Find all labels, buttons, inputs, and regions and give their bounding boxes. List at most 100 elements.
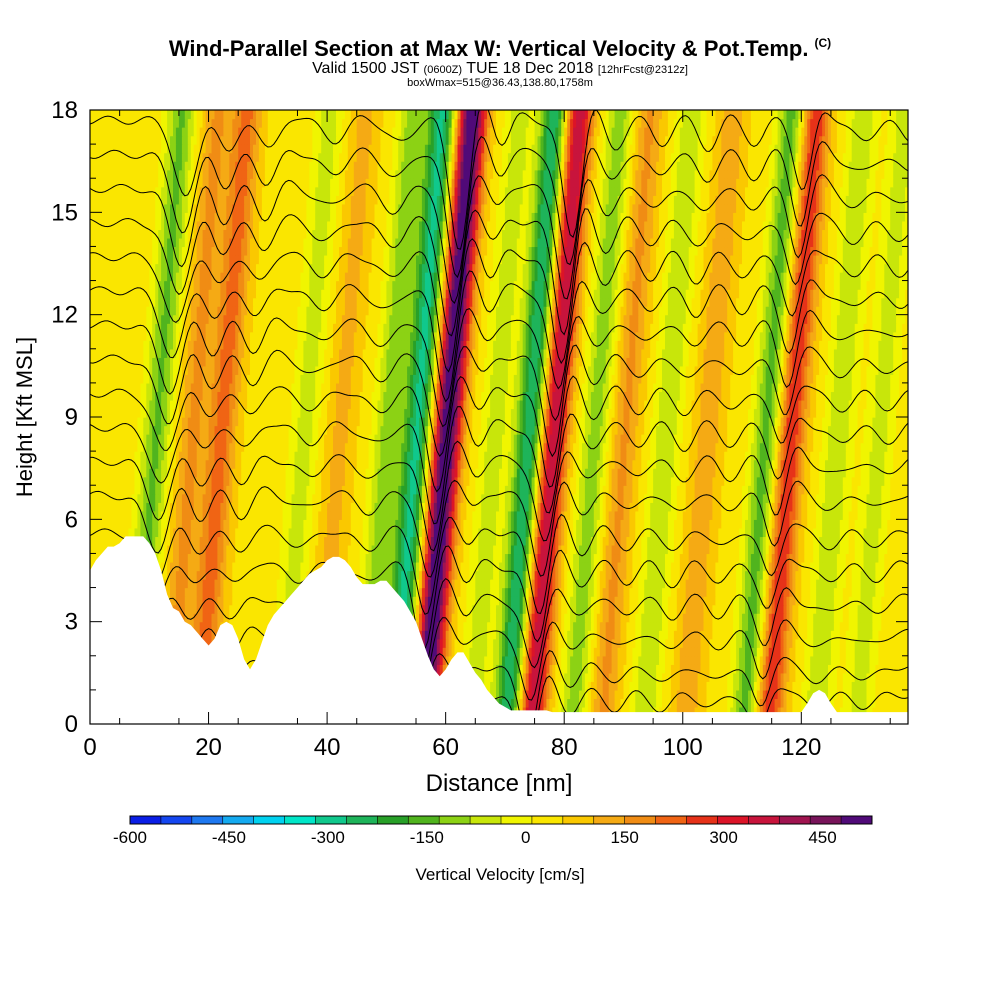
velocity-cell	[833, 570, 838, 580]
velocity-cell	[513, 638, 518, 648]
velocity-cell	[238, 596, 242, 606]
velocity-cell	[742, 638, 746, 648]
velocity-cell	[890, 613, 894, 623]
velocity-cell	[282, 587, 287, 597]
velocity-cell	[691, 587, 696, 597]
velocity-cell	[626, 655, 630, 665]
velocity-cell	[507, 655, 512, 665]
velocity-cell	[715, 596, 719, 606]
velocity-cell	[543, 587, 548, 597]
velocity-cell	[576, 655, 580, 665]
velocity-cell	[611, 689, 616, 700]
velocity-cell	[525, 638, 530, 648]
velocity-cell	[605, 613, 610, 623]
velocity-cell	[878, 596, 882, 606]
velocity-cell	[635, 613, 639, 623]
velocity-cell	[561, 630, 565, 640]
velocity-cell	[872, 689, 876, 700]
velocity-cell	[617, 681, 622, 691]
velocity-cell	[507, 596, 512, 606]
velocity-cell	[584, 570, 589, 580]
velocity-cell	[549, 698, 553, 708]
velocity-cell	[599, 647, 604, 657]
velocity-cell	[780, 638, 785, 648]
velocity-cell	[587, 655, 592, 665]
velocity-cell	[419, 579, 423, 589]
velocity-cell	[427, 621, 432, 631]
velocity-cell	[848, 681, 853, 691]
velocity-cell	[549, 689, 553, 700]
velocity-cell	[753, 647, 758, 657]
velocity-cell	[786, 689, 791, 700]
velocity-cell	[211, 613, 216, 623]
velocity-cell	[561, 570, 565, 580]
velocity-cell	[828, 596, 832, 606]
velocity-cell	[484, 681, 488, 691]
velocity-cell	[839, 681, 844, 691]
velocity-cell	[691, 647, 696, 657]
velocity-cell	[691, 689, 696, 700]
velocity-cell	[771, 604, 776, 614]
velocity-cell	[525, 587, 530, 597]
velocity-cell	[822, 613, 826, 623]
velocity-cell	[682, 689, 687, 700]
velocity-cell	[371, 579, 376, 589]
velocity-cell	[724, 604, 728, 614]
velocity-cell	[650, 630, 654, 640]
velocity-cell	[256, 579, 260, 589]
velocity-cell	[623, 698, 628, 708]
velocity-cell	[576, 706, 580, 717]
velocity-cell	[220, 604, 224, 614]
velocity-cell	[857, 681, 862, 691]
velocity-cell	[845, 647, 850, 657]
velocity-cell	[742, 681, 746, 691]
velocity-cell	[531, 621, 536, 631]
velocity-cell	[813, 655, 817, 665]
velocity-cell	[712, 655, 716, 665]
velocity-cell	[196, 579, 201, 589]
velocity-cell	[525, 579, 530, 589]
velocity-cell	[810, 604, 814, 614]
velocity-cell	[836, 689, 841, 700]
velocity-cell	[899, 604, 903, 614]
velocity-cell	[810, 587, 814, 597]
velocity-cell	[839, 664, 844, 674]
velocity-cell	[712, 604, 716, 614]
velocity-cell	[721, 613, 725, 623]
velocity-cell	[522, 579, 527, 589]
velocity-cell	[730, 638, 734, 648]
velocity-cell	[774, 647, 779, 657]
velocity-cell	[828, 621, 832, 631]
velocity-cell	[753, 689, 758, 700]
velocity-cell	[410, 570, 414, 580]
velocity-cell	[659, 630, 663, 640]
velocity-cell	[822, 630, 826, 640]
velocity-cell	[522, 647, 527, 657]
velocity-cell	[816, 604, 820, 614]
velocity-cell	[504, 621, 509, 631]
velocity-cell	[878, 681, 882, 691]
velocity-cell	[748, 630, 752, 640]
velocity-cell	[656, 570, 660, 580]
velocity-cell	[504, 630, 509, 640]
velocity-cell	[537, 681, 542, 691]
velocity-cell	[238, 630, 242, 640]
velocity-cell	[463, 621, 467, 631]
velocity-cell	[836, 655, 841, 665]
velocity-cell	[433, 664, 438, 674]
velocity-cell	[866, 604, 871, 614]
velocity-cell	[561, 621, 565, 631]
velocity-cell	[614, 604, 619, 614]
velocity-cell	[555, 630, 559, 640]
velocity-cell	[845, 689, 850, 700]
velocity-cell	[460, 579, 465, 589]
velocity-cell	[522, 570, 527, 580]
velocity-cell	[750, 570, 755, 580]
velocity-cell	[745, 698, 749, 708]
velocity-cell	[685, 604, 690, 614]
velocity-cell	[596, 604, 601, 614]
velocity-cell	[816, 664, 820, 674]
velocity-cell	[828, 579, 832, 589]
velocity-cell	[694, 604, 699, 614]
